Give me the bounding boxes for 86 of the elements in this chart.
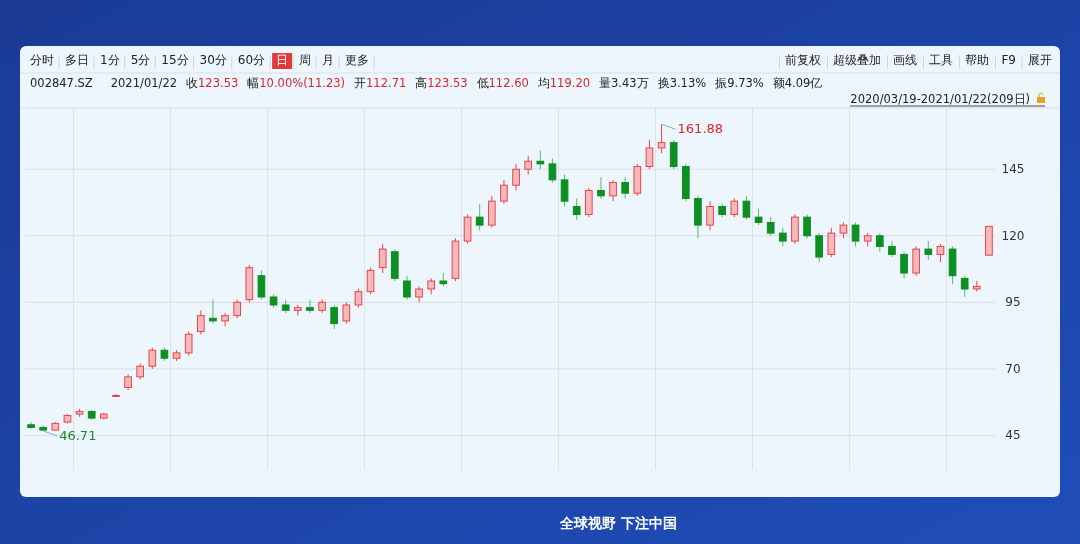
text: F9 — [1001, 53, 1016, 67]
text: 换3.13% — [657, 76, 707, 90]
candlestick — [487, 195, 496, 229]
text: 15分 — [161, 53, 189, 67]
candlestick — [900, 251, 908, 279]
text: 1分 — [100, 53, 120, 67]
text: 前复权 — [785, 53, 822, 67]
candlestick — [645, 139, 654, 170]
annotation: 161.88 — [677, 121, 724, 137]
candlestick — [924, 240, 933, 261]
candlestick — [330, 304, 339, 330]
text: 2021/01/22 — [110, 76, 178, 90]
text: 月 — [322, 53, 335, 67]
candlestick — [706, 200, 714, 231]
candlestick — [609, 179, 617, 202]
candlestick — [221, 312, 229, 327]
candlestick — [584, 187, 593, 218]
candlestick — [366, 267, 375, 295]
candlestick — [742, 195, 751, 221]
candlestick — [524, 155, 533, 176]
candlestick — [936, 243, 945, 263]
text: 30分 — [199, 53, 227, 67]
candlestick — [536, 150, 545, 170]
text: 展开 — [1028, 53, 1052, 67]
text: 5分 — [130, 53, 151, 67]
y-tick-label: 45 — [1005, 428, 1021, 443]
candlestick — [548, 158, 557, 184]
candlestick — [209, 299, 217, 325]
text: 002847.SZ — [30, 76, 93, 90]
y-tick-label: 120 — [1001, 228, 1025, 243]
candlestick — [500, 179, 508, 205]
candlestick — [597, 176, 605, 199]
candlestick — [463, 213, 472, 245]
text: 超级叠加 — [833, 53, 882, 67]
text: 振9.73% — [715, 76, 764, 90]
text: 开112.71 — [354, 76, 407, 90]
candlestick — [912, 245, 921, 277]
candlestick — [791, 213, 799, 245]
text: 低112.60 — [476, 76, 529, 90]
candlestick — [403, 275, 411, 301]
text: 分时 — [30, 53, 54, 67]
text: 均119.20 — [536, 76, 591, 90]
candlestick — [730, 198, 739, 218]
y-tick-label: 95 — [1005, 295, 1021, 310]
text: 帮助 — [965, 53, 990, 67]
text: 日 — [276, 53, 289, 67]
candlestick — [257, 269, 266, 301]
candlestick — [475, 203, 484, 231]
candlestick — [766, 216, 775, 237]
candlestick — [851, 221, 860, 247]
annotation: 46.71 — [59, 427, 97, 443]
text: 量3.43万 — [599, 76, 649, 90]
candlestick — [196, 309, 205, 335]
candlestick — [354, 288, 363, 309]
text: 画线 — [893, 53, 918, 67]
text: 收123.53 — [186, 76, 239, 90]
candlestick — [342, 301, 351, 325]
candlestick — [875, 232, 884, 253]
candlestick — [378, 243, 387, 274]
text: 更多 — [345, 53, 370, 67]
candlestick — [306, 299, 314, 314]
candlestick — [803, 213, 811, 239]
y-tick-label: 145 — [1001, 162, 1025, 177]
candlestick — [827, 227, 836, 258]
text: 高123.53 — [415, 76, 468, 90]
text: 2020/03/19-2021/01/22(209日) — [850, 92, 1030, 106]
candlestick — [572, 198, 581, 221]
candlestick — [233, 299, 242, 319]
text: 幅10.00%(11.23) — [247, 76, 346, 90]
candlestick — [512, 163, 520, 192]
candlestick — [148, 347, 157, 370]
candlestick — [778, 227, 787, 247]
candlestick — [815, 232, 824, 263]
y-tick-label: 70 — [1005, 361, 1021, 376]
text: 全球视野 下注中国 — [559, 515, 677, 531]
text: 60分 — [237, 53, 266, 67]
candlestick — [960, 275, 969, 298]
text: 额4.09亿 — [772, 76, 823, 90]
candlestick — [184, 331, 193, 357]
candlestick — [560, 174, 569, 207]
text: 多日 — [65, 53, 89, 67]
candlestick — [669, 139, 678, 170]
text: 工具 — [929, 53, 954, 67]
candlestick — [621, 176, 630, 199]
candlestick — [657, 123, 666, 154]
text: 周 — [299, 53, 312, 67]
